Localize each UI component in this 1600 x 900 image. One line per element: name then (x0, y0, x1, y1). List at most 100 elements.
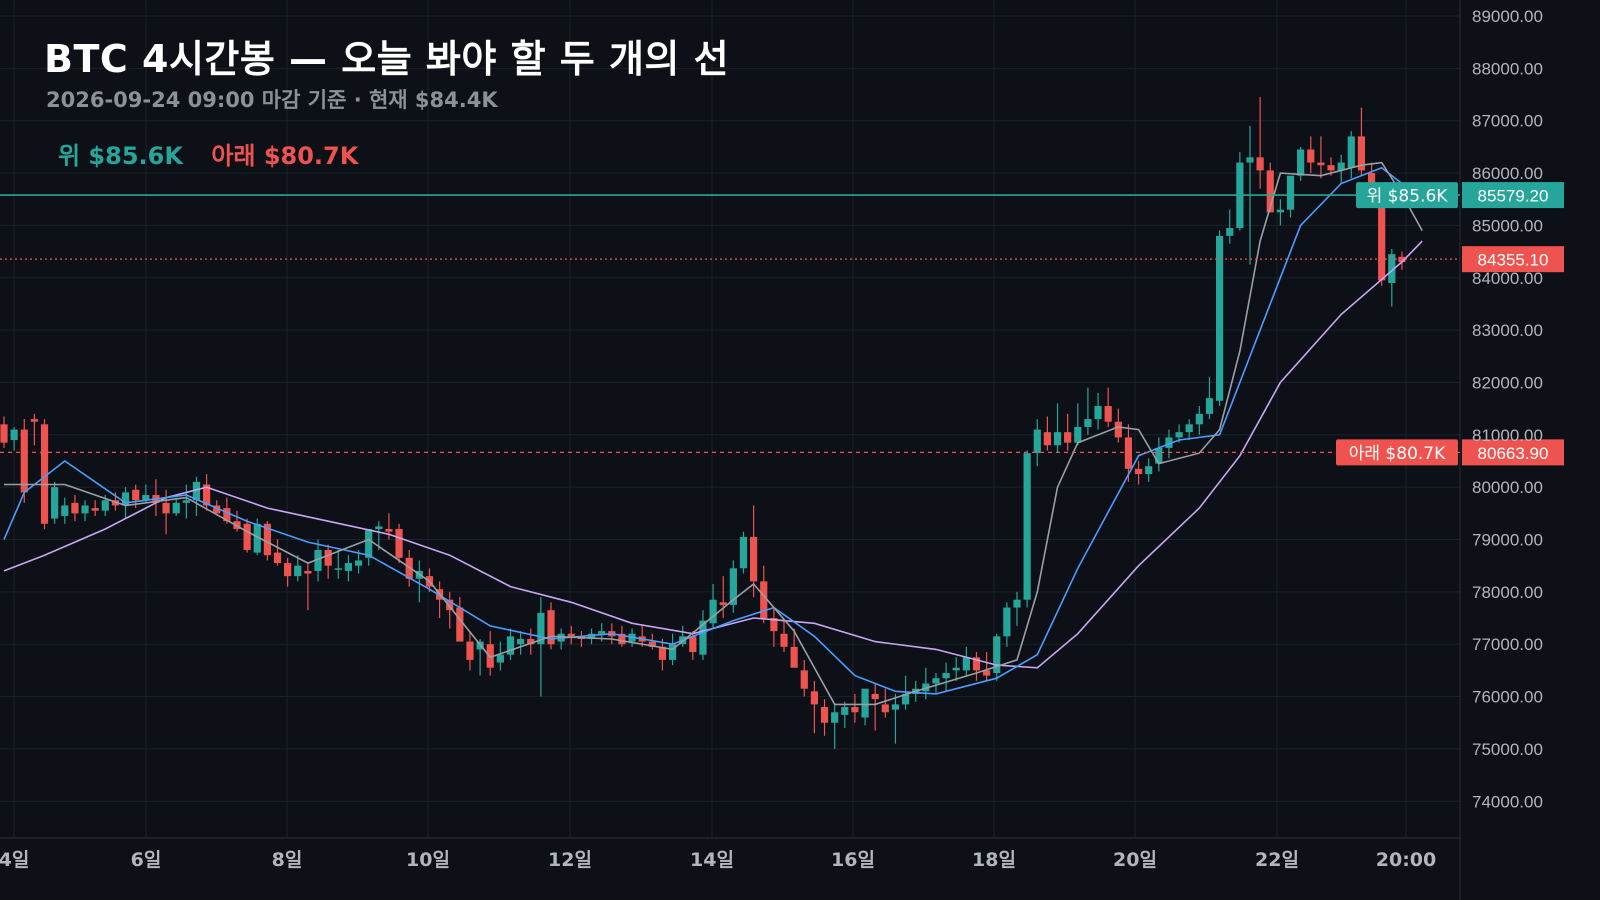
candle-body (111, 500, 120, 506)
chart-subtitle: 2026-09-24 09:00 마감 기준 · 현재 $84.4K (46, 88, 498, 112)
candle-body (81, 505, 89, 514)
y-tick-label: 88000.00 (1472, 59, 1543, 78)
candle-body (1226, 228, 1234, 236)
y-tick-label: 80000.00 (1472, 478, 1543, 497)
y-tick-label: 81000.00 (1472, 426, 1543, 445)
candle-body (1327, 165, 1335, 171)
candle-body (142, 495, 150, 501)
candle-body (192, 481, 201, 501)
candle-body (527, 638, 535, 645)
y-tick-label: 76000.00 (1472, 688, 1543, 707)
y-tick-label: 83000.00 (1472, 321, 1543, 340)
candle-body (780, 633, 788, 647)
y-tick-label: 77000.00 (1472, 635, 1543, 654)
x-tick-label: 14일 (690, 849, 734, 871)
candle-body (132, 489, 140, 501)
candle-body (1155, 447, 1163, 464)
candle-body (750, 536, 758, 582)
candle-body (304, 570, 312, 574)
candle-body (668, 644, 677, 660)
candle-body (952, 667, 960, 671)
level-label-text-upper: 위 $85.6K (1367, 187, 1449, 207)
candle-body (739, 536, 748, 569)
candle-body (101, 500, 109, 511)
x-tick-label: 6일 (131, 849, 162, 871)
candle-body (1033, 429, 1041, 454)
candle-body (567, 633, 575, 637)
candle-body (61, 505, 69, 516)
x-tick-label: 10일 (406, 849, 450, 871)
candle-body (182, 500, 190, 503)
candle-body (901, 693, 910, 705)
candle-body (20, 429, 28, 493)
candle-body (1094, 406, 1102, 420)
candle-body (1175, 432, 1183, 438)
level-price-text-current: 84355.10 (1478, 251, 1549, 270)
candle-body (770, 618, 778, 632)
x-tick-label: 20일 (1113, 849, 1157, 871)
candle-body (709, 599, 717, 624)
candle-body (30, 419, 38, 422)
candle-body (71, 502, 79, 514)
candle-body (1307, 149, 1315, 163)
y-tick-label: 79000.00 (1472, 531, 1543, 550)
candle-body (395, 529, 403, 558)
candle-body (466, 641, 474, 660)
candle-body (1205, 398, 1214, 414)
candle-body (841, 707, 849, 715)
candle-body (1084, 419, 1092, 427)
candle-body (91, 508, 99, 511)
level-price-text-upper: 85579.20 (1478, 187, 1549, 206)
level-price-text-lower: 80663.90 (1478, 444, 1549, 463)
candle-body (1064, 432, 1072, 443)
candle-body (871, 693, 879, 700)
candle-body (1297, 149, 1305, 176)
candle-body (831, 712, 839, 723)
candle-body (729, 568, 737, 605)
candle-body (365, 529, 373, 558)
candle-body (1286, 175, 1295, 210)
candle-body (1317, 162, 1325, 166)
x-tick-label: 8일 (272, 849, 303, 871)
candle-body (1276, 209, 1284, 213)
candle-body (760, 581, 768, 619)
x-tick-label: 18일 (972, 849, 1016, 871)
y-tick-label: 84000.00 (1472, 269, 1543, 288)
level-price-tag-upper (1462, 182, 1564, 209)
candle-body (10, 429, 18, 441)
y-tick-label: 85000.00 (1472, 216, 1543, 235)
level-price-tag-lower (1462, 439, 1564, 466)
candle-body (496, 654, 504, 663)
candle-body (1347, 136, 1355, 168)
candle-body (547, 610, 555, 645)
candle-body (598, 631, 606, 634)
candle-body (1053, 432, 1062, 446)
y-tick-label: 86000.00 (1472, 164, 1543, 183)
candle-body (1104, 406, 1112, 422)
candle-body (922, 683, 930, 692)
candle-body (517, 638, 525, 645)
candle-body (1114, 421, 1122, 438)
candle-body (1378, 193, 1386, 281)
price-levels: 85579.20 위 $85.6K 80663.90 아래 $80.7K 84355.1… (0, 182, 1564, 466)
price-axis[interactable]: 89000.00 88000.00 87000.00 86000.00 85000.00… (1472, 7, 1543, 811)
time-axis[interactable]: 4일 6일 8일 10일 12일 14일 16일 18일 20일 22일 20:00 (0, 849, 1436, 871)
candle-body (121, 492, 130, 506)
candle-body (294, 565, 302, 577)
candle-body (1185, 424, 1193, 433)
y-tick-label: 78000.00 (1472, 583, 1543, 602)
x-tick-label: 22일 (1255, 849, 1299, 871)
y-tick-label: 89000.00 (1472, 7, 1543, 26)
candle-body (446, 599, 454, 611)
candle-body (587, 633, 596, 639)
candle-body (334, 568, 342, 570)
candle-body (1256, 157, 1264, 171)
level-price-tag-current (1462, 246, 1564, 273)
y-tick-label: 74000.00 (1472, 792, 1543, 811)
y-tick-label: 82000.00 (1472, 373, 1543, 392)
x-tick-label: 12일 (548, 849, 592, 871)
candle-body (800, 670, 808, 689)
x-tick-label: 16일 (831, 849, 875, 871)
